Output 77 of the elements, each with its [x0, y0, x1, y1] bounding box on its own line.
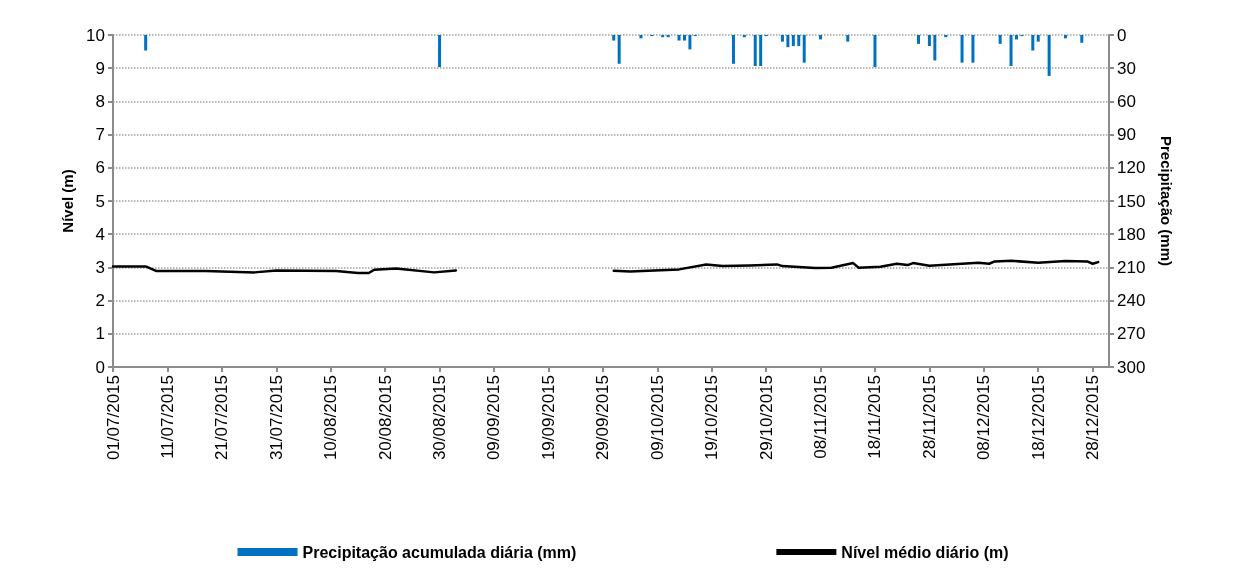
bar [780, 35, 784, 42]
bar [759, 35, 763, 66]
x-tick-label: 30/08/2015 [430, 375, 450, 461]
bar [612, 35, 616, 41]
bar [797, 35, 801, 47]
x-tick-label: 28/12/2015 [1083, 375, 1103, 461]
y2-tick-label: 60 [1117, 91, 1136, 111]
y-tick-label: 9 [95, 58, 105, 78]
y-tick-label: 2 [95, 291, 105, 311]
bar [1009, 35, 1013, 66]
y-tick-label: 7 [95, 125, 105, 145]
bar [873, 35, 877, 68]
x-tick-label: 09/10/2015 [647, 375, 667, 461]
bar [1063, 35, 1067, 39]
x-tick-label: 11/07/2015 [157, 375, 177, 459]
y2-tick-label: 150 [1117, 191, 1146, 211]
y2-tick-label: 0 [1117, 25, 1127, 45]
y-tick-label: 3 [95, 257, 105, 277]
legend-label: Precipitação acumulada diária (mm) [302, 543, 577, 561]
y2-tick-label: 120 [1117, 158, 1146, 178]
x-tick-label: 18/12/2015 [1028, 375, 1048, 461]
x-tick-label: 18/11/2015 [865, 375, 885, 459]
bar [1031, 35, 1035, 51]
bar [846, 35, 850, 42]
bar [731, 35, 735, 64]
bar [682, 35, 686, 41]
legend-label: Nível médio diário (m) [841, 543, 1009, 561]
bar [1080, 35, 1084, 43]
bar [688, 35, 692, 50]
bar [819, 35, 823, 40]
bar [917, 35, 921, 44]
y2-tick-label: 30 [1117, 58, 1136, 78]
y-tick-label: 10 [86, 25, 105, 45]
x-tick-label: 08/12/2015 [974, 375, 994, 461]
bar [933, 35, 937, 61]
y-tick-label: 0 [95, 357, 105, 377]
x-tick-label: 09/09/2015 [484, 375, 504, 461]
bar [927, 35, 931, 47]
y2-tick-label: 270 [1117, 324, 1146, 344]
y-tick-label: 1 [95, 324, 105, 344]
y2-tick-label: 90 [1117, 125, 1136, 145]
bar [791, 35, 795, 47]
bar [802, 35, 806, 63]
bar [971, 35, 975, 63]
x-tick-label: 29/09/2015 [593, 375, 613, 461]
bar [786, 35, 790, 48]
x-tick-label: 10/08/2015 [321, 375, 341, 461]
x-tick-label: 19/09/2015 [538, 375, 558, 461]
x-tick-label: 29/10/2015 [756, 375, 776, 461]
x-tick-label: 08/11/2015 [811, 375, 831, 459]
y-tick-label: 5 [95, 191, 105, 211]
y-axis-title: Nível (m) [59, 169, 77, 233]
y-tick-label: 6 [95, 158, 105, 178]
bar [753, 35, 757, 66]
x-tick-label: 31/07/2015 [266, 375, 286, 461]
bar [1014, 35, 1018, 40]
y-tick-label: 4 [95, 224, 105, 244]
x-tick-label: 21/07/2015 [212, 375, 232, 461]
x-tick-label: 01/07/2015 [103, 375, 123, 461]
bar [617, 35, 621, 64]
y2-tick-label: 180 [1117, 224, 1146, 244]
y2-tick-label: 210 [1117, 257, 1146, 277]
x-tick-label: 20/08/2015 [375, 375, 395, 461]
bar [677, 35, 681, 41]
bar [639, 35, 643, 39]
bar [960, 35, 964, 63]
bar [998, 35, 1002, 44]
bar [144, 35, 148, 51]
x-tick-label: 28/11/2015 [919, 375, 939, 459]
bar [438, 35, 442, 68]
bar [1036, 35, 1040, 42]
bar [1047, 35, 1051, 76]
y2-tick-label: 240 [1117, 291, 1146, 311]
x-tick-label: 19/10/2015 [702, 375, 722, 461]
y2-axis-title: Precipitação (mm) [1158, 135, 1175, 267]
y-tick-label: 8 [95, 91, 105, 111]
y2-tick-label: 300 [1117, 357, 1146, 377]
